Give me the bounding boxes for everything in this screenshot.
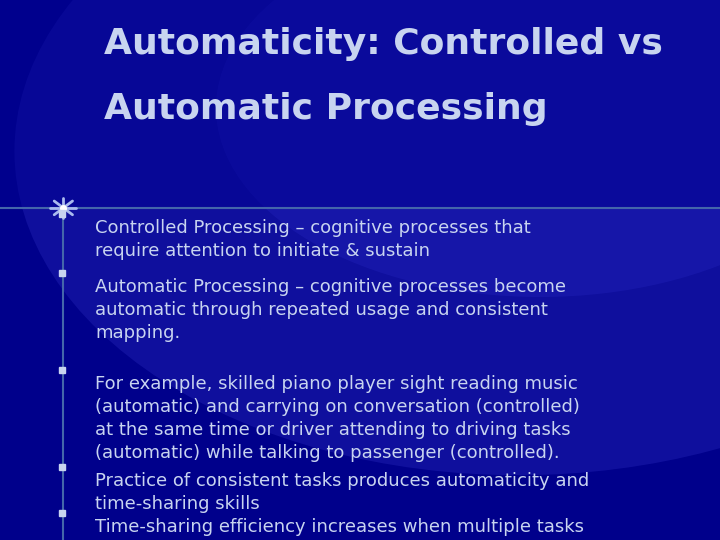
Text: Automaticity: Controlled vs: Automaticity: Controlled vs xyxy=(104,27,663,61)
Text: Automatic Processing – cognitive processes become
automatic through repeated usa: Automatic Processing – cognitive process… xyxy=(95,278,566,342)
Bar xyxy=(59,510,65,516)
Ellipse shape xyxy=(14,0,720,475)
Bar xyxy=(0,0,720,208)
Bar xyxy=(59,367,65,373)
Bar xyxy=(59,210,65,217)
Bar xyxy=(59,269,65,276)
Text: Automatic Processing: Automatic Processing xyxy=(104,92,548,126)
Ellipse shape xyxy=(216,0,720,297)
Text: Controlled Processing – cognitive processes that
require attention to initiate &: Controlled Processing – cognitive proces… xyxy=(95,219,531,260)
Text: Practice of consistent tasks produces automaticity and
time-sharing skills: Practice of consistent tasks produces au… xyxy=(95,472,589,514)
Text: Time-sharing efficiency increases when multiple tasks
have similar physical and : Time-sharing efficiency increases when m… xyxy=(95,518,584,540)
Bar xyxy=(59,464,65,470)
Text: For example, skilled piano player sight reading music
(automatic) and carrying o: For example, skilled piano player sight … xyxy=(95,375,580,462)
